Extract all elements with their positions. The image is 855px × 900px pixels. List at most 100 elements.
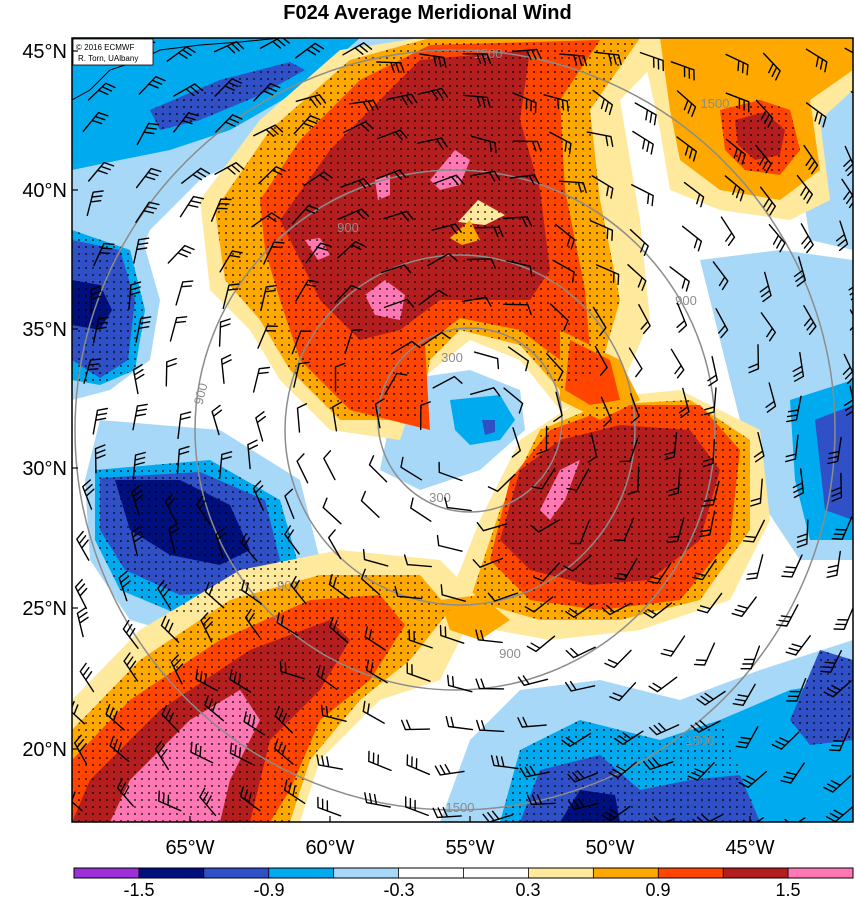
wind-barb [693, 642, 716, 666]
range-ring-inner [284, 254, 636, 606]
wind-barb [703, 387, 717, 416]
wind-barb [692, 814, 723, 822]
wind-barb [712, 261, 729, 291]
wind-barb [105, 704, 125, 731]
map-panel: 300 300 900 900 900 900 900 1500 1500 15… [72, 38, 853, 822]
wind-barb [317, 796, 342, 817]
wind-barb [589, 219, 614, 241]
wind-barb [296, 403, 308, 433]
wind-barb [116, 778, 134, 807]
wind-barb [475, 629, 503, 644]
wind-barb [316, 664, 338, 690]
wind-barb [436, 534, 463, 552]
colorbar-swatch [203, 868, 270, 878]
wind-barb [666, 517, 685, 543]
longitude-label: 65°W [165, 837, 214, 859]
wind-barb [284, 525, 300, 555]
wind-barb [334, 362, 346, 392]
wind-barb [826, 550, 841, 578]
wind-barb [240, 533, 258, 562]
wind-barb [427, 253, 458, 267]
wind-barb [614, 558, 638, 581]
wind-barb [702, 438, 715, 468]
wind-barb [530, 519, 561, 533]
wind-barb [406, 754, 430, 775]
colorbar [74, 868, 854, 878]
wind-barb [400, 456, 423, 481]
ring-label: 300 [441, 350, 463, 365]
colorbar-swatch [788, 868, 854, 878]
wind-barb [568, 798, 599, 811]
wind-barb [732, 683, 756, 706]
wind-barb [376, 169, 407, 180]
longitude-label: 55°W [445, 837, 494, 859]
wind-barb [699, 510, 716, 538]
wind-barb [742, 519, 765, 543]
wind-barb [332, 401, 343, 432]
wind-barb [543, 94, 569, 112]
wind-barb [295, 42, 325, 59]
wind-barb [410, 497, 432, 522]
wind-barb [323, 450, 336, 481]
map-title: F024 Average Meridional Wind [283, 2, 572, 24]
wind-barb [295, 94, 327, 107]
wind-barb [820, 650, 842, 673]
wind-barb [390, 340, 421, 355]
wind-barb [362, 549, 389, 567]
wind-barb [676, 302, 688, 333]
wind-barb [329, 616, 349, 644]
wind-barb [696, 690, 726, 706]
wind-barb [506, 260, 533, 277]
wind-barb [503, 387, 524, 414]
colorbar-swatch [658, 868, 724, 878]
wind-barb [131, 526, 144, 557]
wind-barb [322, 497, 342, 525]
wind-barb [401, 719, 431, 731]
colorbar-swatch [74, 868, 140, 878]
wind-barb [181, 167, 210, 184]
wind-barb [417, 87, 449, 100]
wind-barb [368, 455, 388, 483]
wind-barb [82, 112, 109, 132]
longitude-label: 50°W [585, 837, 634, 859]
wind-barb [565, 602, 595, 618]
wind-barb [601, 602, 632, 616]
colorbar-swatch [463, 868, 529, 878]
wind-barb [445, 716, 474, 731]
wind-barb [86, 190, 104, 217]
range-rings [74, 49, 836, 811]
wind-barb [768, 224, 786, 253]
wind-barb [676, 136, 697, 162]
wind-barb [173, 112, 199, 133]
ring-label: 900 [499, 646, 521, 661]
wind-barb [738, 770, 767, 788]
wind-barb [76, 607, 89, 638]
wind-barb [344, 329, 363, 354]
wind-barb [511, 427, 521, 458]
wind-barb [731, 596, 757, 617]
wind-barb [569, 520, 590, 545]
wind-barb [676, 90, 697, 117]
wind-barb [531, 467, 556, 490]
wind-barb [432, 807, 462, 819]
wind-barb [303, 171, 333, 187]
wind-barb [748, 344, 760, 374]
wind-barb [439, 624, 465, 644]
wind-barb [179, 195, 204, 218]
wind-barb [387, 93, 418, 106]
wind-barb [471, 135, 497, 154]
wind-barb [157, 579, 172, 610]
wind-barb [842, 353, 853, 385]
wind-barb [199, 787, 217, 817]
wind-barb [170, 654, 184, 685]
wind-barb [364, 792, 391, 808]
wind-barb [796, 519, 809, 548]
wind-barb [431, 223, 462, 235]
wind-barb [432, 375, 463, 389]
wind-barb [154, 740, 169, 771]
wind-barb [843, 145, 853, 177]
wind-barb [683, 181, 705, 208]
wind-barb [93, 242, 115, 267]
wind-barb [74, 578, 88, 610]
wind-barb [707, 356, 718, 387]
